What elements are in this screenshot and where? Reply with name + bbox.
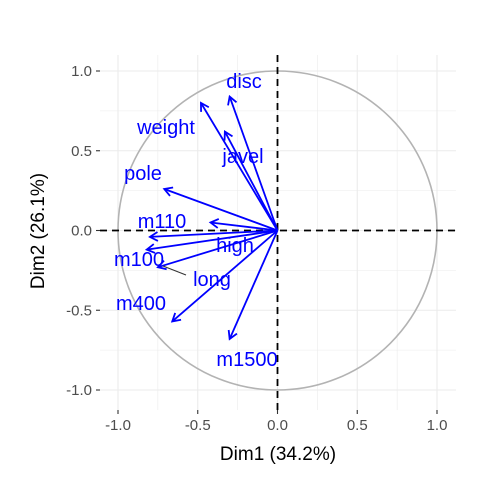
arrowhead-m110: [208, 218, 220, 229]
label-m1500: m1500: [216, 349, 277, 371]
arrowhead-disc: [227, 94, 238, 106]
label-m110: m110: [138, 211, 187, 233]
arrowhead-weight: [200, 101, 210, 112]
grid-lines: [100, 55, 456, 410]
variable-arrows: [144, 94, 279, 341]
x-tick-label: 0.0: [267, 417, 288, 434]
arrowhead-pole: [162, 186, 174, 197]
arrow-weight: [200, 102, 279, 231]
x-tick-label: -1.0: [105, 417, 131, 434]
y-tick-label: 0.0: [71, 223, 92, 240]
arrowhead-long: [156, 259, 167, 271]
y-tick-labels: -1.0 -0.5 0.0 0.5 1.0: [66, 63, 100, 399]
label-m100: m100: [114, 249, 164, 271]
arrowhead-m100: [144, 243, 156, 254]
variable-labels: disc weight javel pole m110 high m100 long m400 m…: [114, 71, 278, 371]
arrow-high: [149, 229, 278, 238]
arrow-m1500: [228, 230, 279, 340]
arrow-long: [157, 229, 278, 269]
y-axis-title: Dim2 (26.1%): [28, 173, 49, 289]
y-tick-label: -0.5: [66, 302, 92, 319]
y-tick-label: -1.0: [66, 382, 92, 399]
label-m400: m400: [116, 293, 166, 315]
x-axis-title: Dim1 (34.2%): [220, 444, 336, 465]
arrow-pole: [163, 188, 278, 232]
label-high: high: [216, 235, 254, 257]
label-long: long: [193, 269, 231, 291]
arrowhead-high: [148, 231, 159, 242]
arrowhead-javel: [223, 130, 233, 141]
x-tick-label: 0.5: [347, 417, 368, 434]
y-tick-label: 0.5: [71, 143, 92, 160]
x-tick-label: -0.5: [185, 417, 211, 434]
arrow-m400: [171, 229, 279, 323]
arrow-m110: [210, 221, 278, 232]
leader-line-long: [162, 265, 187, 276]
label-pole: pole: [124, 163, 162, 185]
x-tick-label: 1.0: [427, 417, 448, 434]
label-javel: javel: [221, 146, 263, 168]
x-tick-labels: -1.0 -0.5 0.0 0.5 1.0: [105, 410, 447, 434]
label-disc: disc: [226, 71, 262, 93]
label-weight: weight: [136, 117, 195, 139]
arrow-m100: [146, 229, 278, 251]
y-tick-label: 1.0: [71, 63, 92, 80]
arrowhead-m400: [170, 312, 182, 323]
arrow-disc: [228, 96, 279, 231]
arrow-javel: [224, 131, 279, 231]
arrowhead-m1500: [227, 329, 238, 341]
